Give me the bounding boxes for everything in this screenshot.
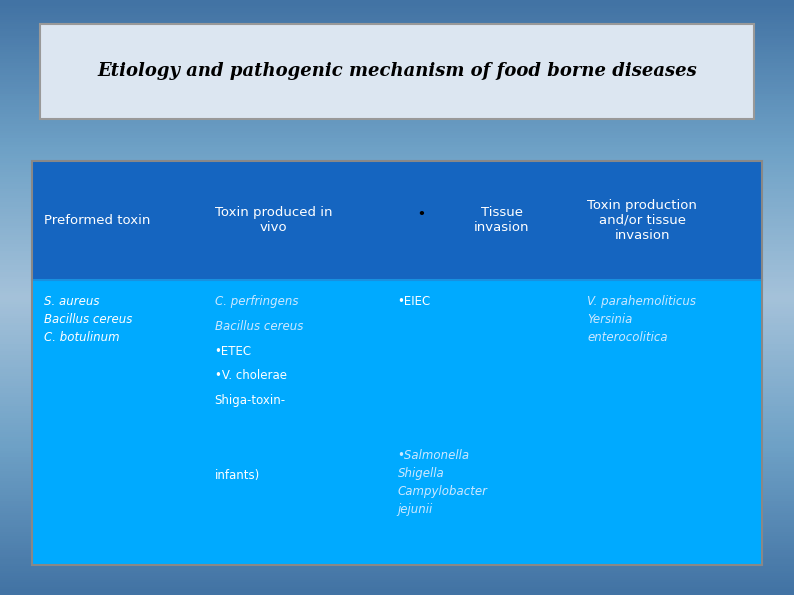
FancyBboxPatch shape <box>32 161 762 280</box>
FancyBboxPatch shape <box>40 24 754 119</box>
Text: •ETEC: •ETEC <box>214 345 252 358</box>
Text: Shiga-toxin-: Shiga-toxin- <box>214 394 286 408</box>
Text: Tissue
invasion: Tissue invasion <box>474 206 530 234</box>
Text: •EIEC: •EIEC <box>398 295 431 308</box>
Text: •Salmonella
Shigella
Campylobacter
jejunii: •Salmonella Shigella Campylobacter jejun… <box>398 449 488 516</box>
Text: Toxin produced in
vivo: Toxin produced in vivo <box>214 206 332 234</box>
Text: •V. cholerae: •V. cholerae <box>214 369 287 383</box>
Text: C. perfringens: C. perfringens <box>214 295 299 308</box>
Text: S. aureus
Bacillus cereus
C. botulinum: S. aureus Bacillus cereus C. botulinum <box>44 295 132 343</box>
Text: infants): infants) <box>214 469 260 483</box>
Text: Bacillus cereus: Bacillus cereus <box>214 320 303 333</box>
Text: Toxin production
and/or tissue
invasion: Toxin production and/or tissue invasion <box>588 199 697 242</box>
Text: Preformed toxin: Preformed toxin <box>44 214 150 227</box>
FancyBboxPatch shape <box>32 280 762 565</box>
Text: •: • <box>418 208 426 221</box>
Text: Etiology and pathogenic mechanism of food borne diseases: Etiology and pathogenic mechanism of foo… <box>97 62 697 80</box>
Text: V. parahemoliticus
Yersinia
enterocolitica: V. parahemoliticus Yersinia enterocoliti… <box>588 295 696 343</box>
